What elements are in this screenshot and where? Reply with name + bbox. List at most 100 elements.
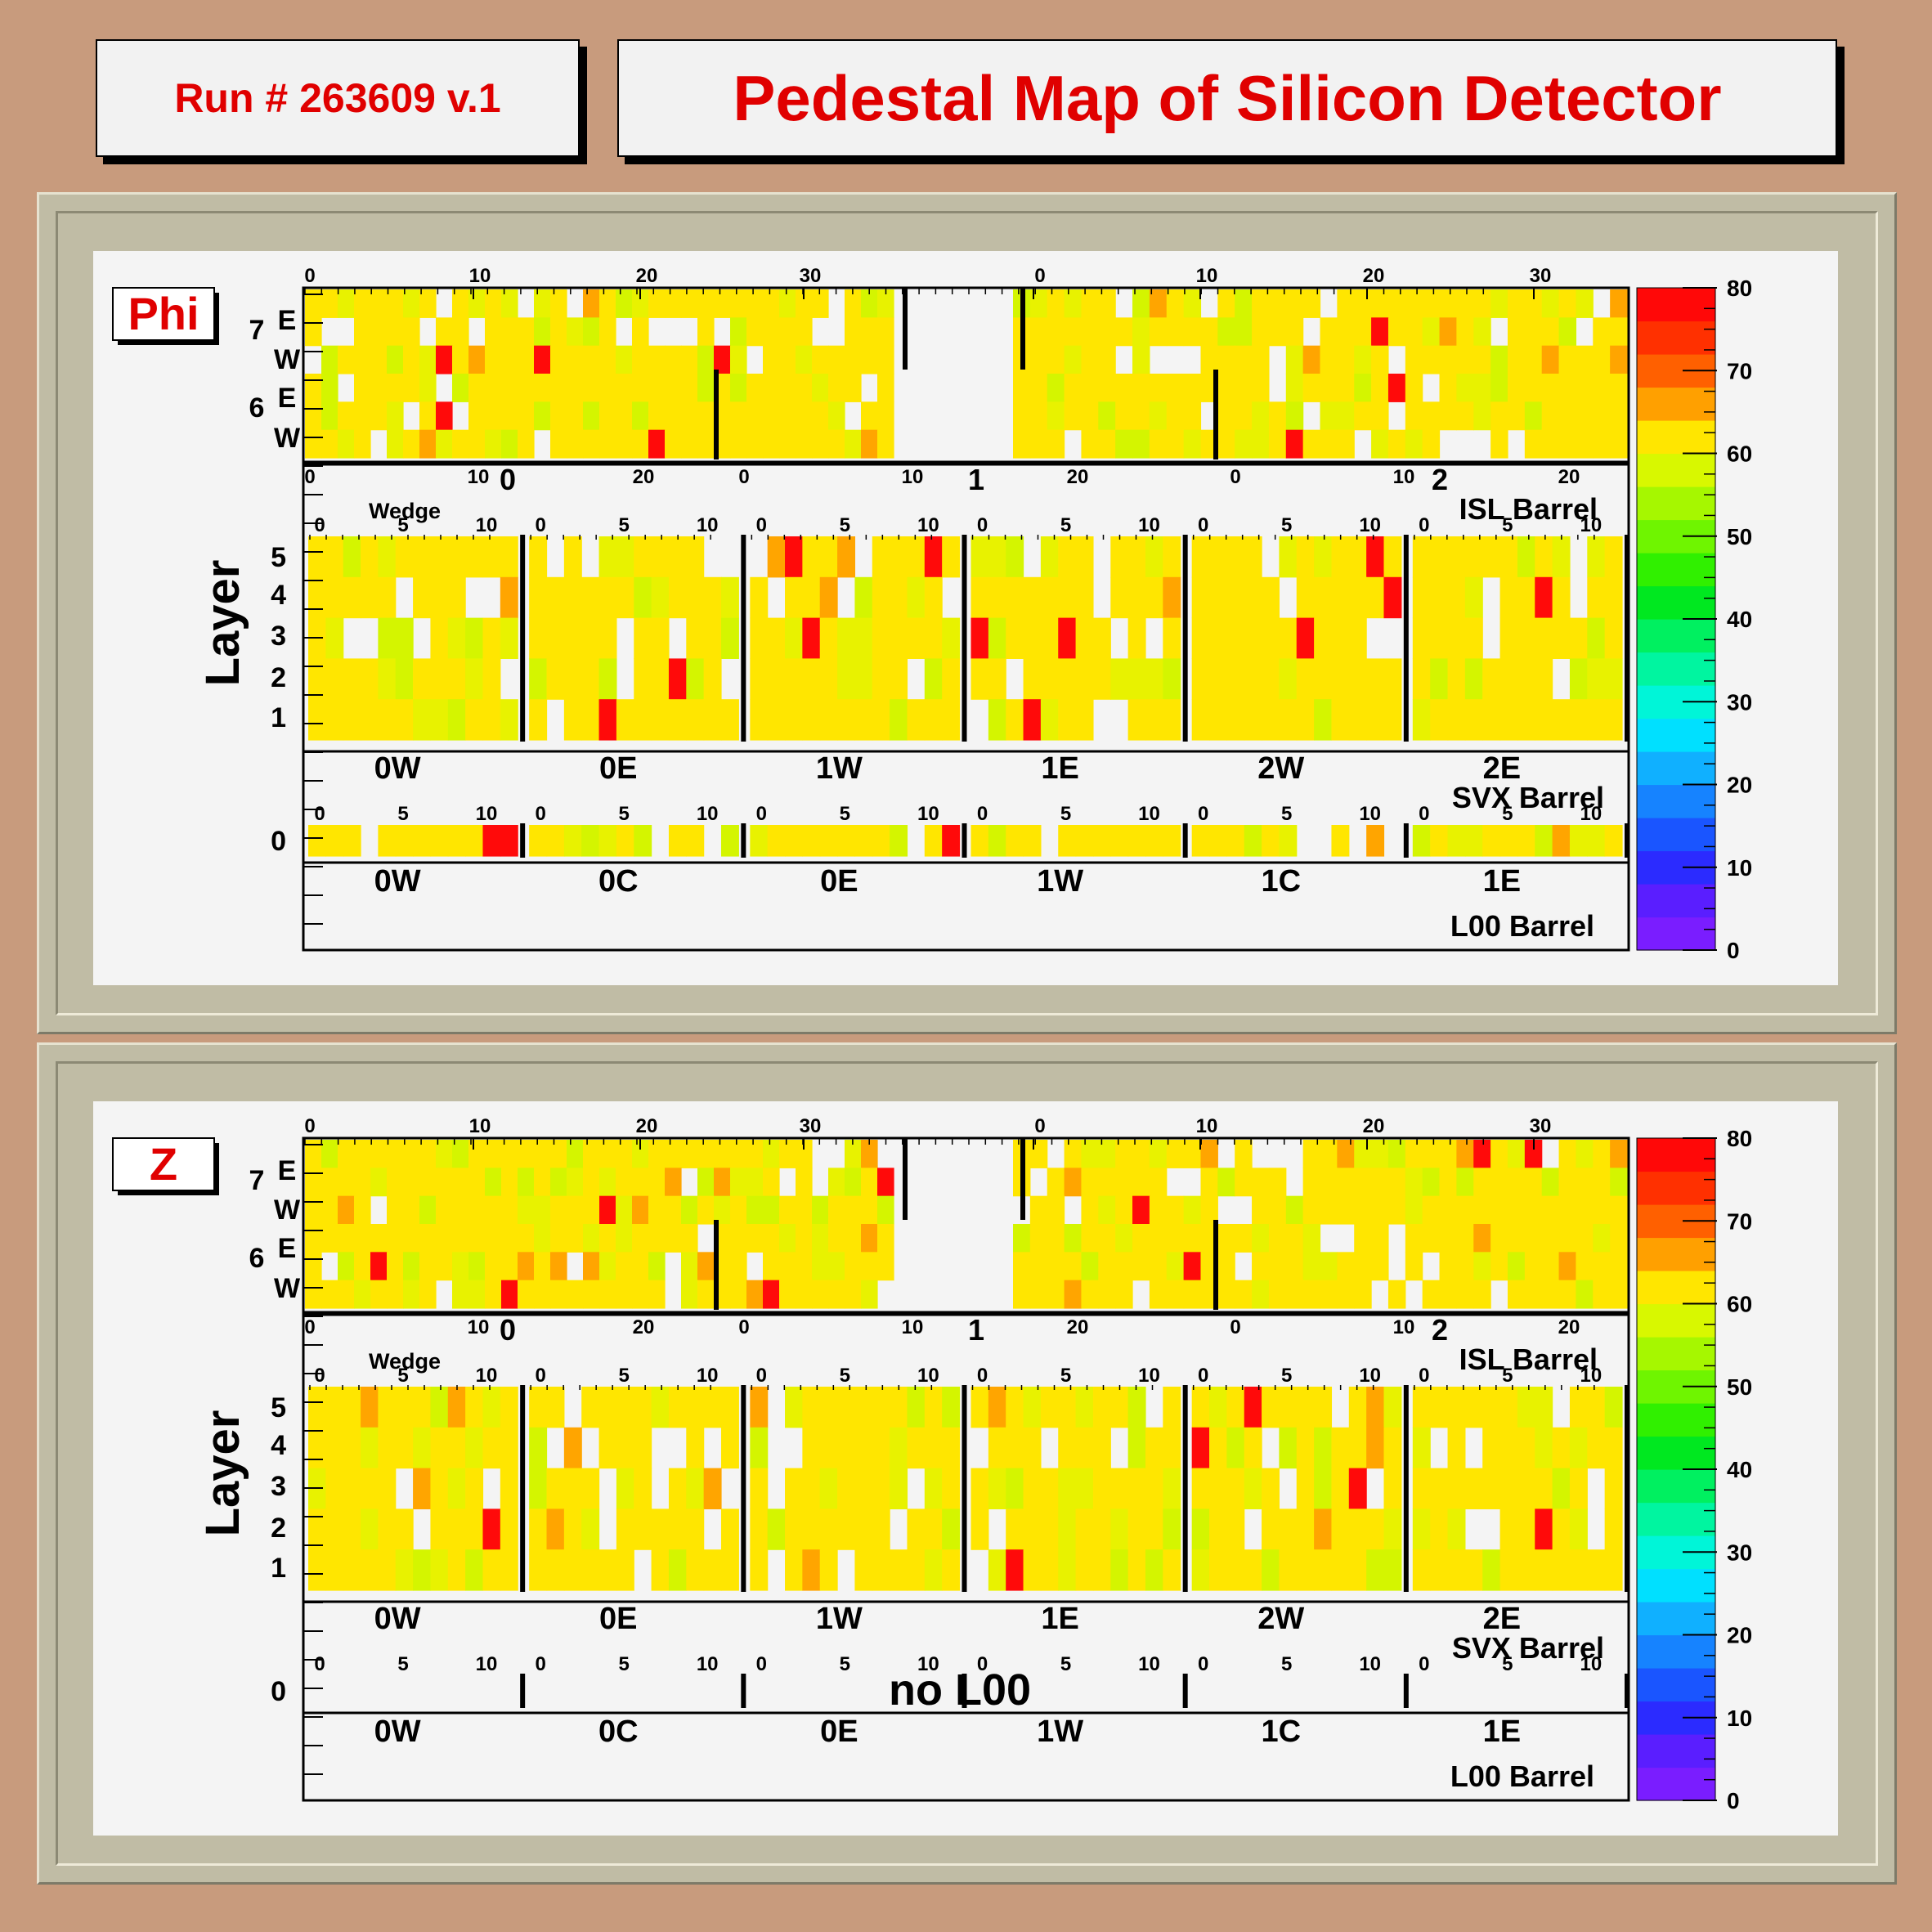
- svx-cell: [988, 536, 1006, 578]
- svx-cell: [686, 1549, 705, 1591]
- isl-cell: [1439, 1140, 1457, 1168]
- svx-cell: [1552, 1508, 1571, 1550]
- isl-cell: [1217, 1252, 1235, 1281]
- isl-cell: [1439, 317, 1457, 347]
- color-scale-segment: [1637, 1767, 1715, 1801]
- isl-cell: [1371, 1195, 1389, 1225]
- l00-cell: [1604, 825, 1623, 857]
- isl-cell: [1490, 1252, 1508, 1281]
- svx-cell: [581, 1468, 600, 1509]
- svx-cell: [1604, 536, 1623, 578]
- isl-cell: [648, 1252, 666, 1281]
- svx-cell: [1040, 1468, 1059, 1509]
- svx-layer-label: 4: [271, 580, 286, 611]
- color-scale-segment: [1637, 1403, 1715, 1437]
- isl-cell: [796, 1280, 813, 1309]
- svx-wedge-tick: 5: [618, 514, 629, 536]
- l00-section-label: 1W: [1037, 864, 1083, 899]
- isl-cell: [1610, 289, 1628, 318]
- isl-cell: [1200, 1168, 1218, 1197]
- l00-section-label: 0C: [598, 864, 639, 899]
- svx-cell: [1163, 617, 1181, 659]
- isl-cell: [419, 345, 437, 374]
- isl-cell: [370, 374, 388, 402]
- isl-cell: [714, 1195, 731, 1225]
- isl-cell: [861, 1140, 878, 1168]
- run-number-box: Run # 263609 v.1: [96, 39, 580, 157]
- isl-cell: [1285, 374, 1304, 402]
- isl-cell: [665, 1224, 682, 1253]
- isl-cell: [567, 374, 584, 402]
- isl-cell: [1439, 1252, 1457, 1281]
- svx-cell: [907, 1427, 926, 1469]
- isl-cell: [1371, 1168, 1389, 1197]
- svx-cell: [447, 1387, 466, 1428]
- isl-barrel-number: 2: [1432, 463, 1448, 496]
- svx-cell: [1226, 699, 1245, 741]
- isl-cell: [354, 1140, 371, 1168]
- svx-cell: [1348, 1508, 1367, 1550]
- isl-cell: [665, 374, 682, 402]
- isl-cell: [468, 1280, 486, 1309]
- l00-cell: [1262, 825, 1280, 857]
- svx-cell: [1383, 699, 1402, 741]
- isl-cell: [1252, 1195, 1270, 1225]
- isl-cell: [1183, 1195, 1202, 1225]
- svx-cell: [529, 617, 548, 659]
- svx-cell: [1412, 576, 1431, 619]
- svx-cell: [872, 658, 890, 700]
- isl-cell: [1252, 374, 1270, 402]
- svx-cell: [1348, 1468, 1367, 1509]
- isl-cell: [681, 345, 698, 374]
- color-scale-segment: [1637, 1271, 1715, 1305]
- panel-label-box: [112, 1137, 215, 1191]
- isl-cell: [1320, 317, 1338, 347]
- isl-bottom-tick-label: 20: [1558, 466, 1580, 488]
- svx-cell: [924, 1508, 943, 1550]
- svx-cell: [1279, 699, 1298, 741]
- isl-cell: [665, 1195, 682, 1225]
- isl-cell: [1064, 317, 1083, 347]
- isl-cell: [501, 1280, 518, 1309]
- isl-cell: [1610, 1224, 1628, 1253]
- isl-cell: [1200, 1195, 1218, 1225]
- isl-cell: [828, 1168, 845, 1197]
- isl-cell: [796, 289, 813, 318]
- svx-cell: [634, 699, 652, 741]
- svx-cell: [1314, 699, 1333, 741]
- svx-cell: [430, 1468, 449, 1509]
- svx-cell: [1331, 536, 1350, 578]
- svx-cell: [1366, 536, 1385, 578]
- isl-barrel-title: ISL Barrel: [1459, 1343, 1598, 1376]
- svx-cell: [634, 1508, 652, 1550]
- isl-cell: [534, 1280, 551, 1309]
- svx-cell: [378, 1468, 397, 1509]
- l00-cell: [1092, 825, 1111, 857]
- isl-cell: [1149, 374, 1168, 402]
- isl-cell: [1081, 1252, 1099, 1281]
- svx-cell: [1517, 617, 1535, 659]
- isl-top-tick-label: 20: [1363, 265, 1385, 287]
- isl-cell: [1047, 1168, 1065, 1197]
- svx-cell: [1535, 576, 1553, 619]
- isl-cell: [746, 1224, 764, 1253]
- svx-cell: [1430, 576, 1449, 619]
- svx-cell: [1145, 1468, 1163, 1509]
- svx-cell: [1110, 536, 1129, 578]
- svx-cell: [1535, 536, 1553, 578]
- l00-cell: [1535, 825, 1553, 857]
- svx-cell: [872, 1508, 890, 1550]
- svx-cell: [1075, 1427, 1094, 1469]
- svx-cell: [1226, 1468, 1245, 1509]
- svx-cell: [500, 1387, 518, 1428]
- svx-cell: [703, 699, 722, 741]
- svx-cell: [651, 699, 670, 741]
- isl-cell: [338, 289, 355, 318]
- svx-cell: [413, 1549, 432, 1591]
- isl-cell: [648, 374, 666, 402]
- isl-cell: [796, 1140, 813, 1168]
- isl-cell: [648, 1195, 666, 1225]
- svx-cell: [1163, 1427, 1181, 1469]
- svx-cell: [907, 1387, 926, 1428]
- svx-cell: [413, 699, 432, 741]
